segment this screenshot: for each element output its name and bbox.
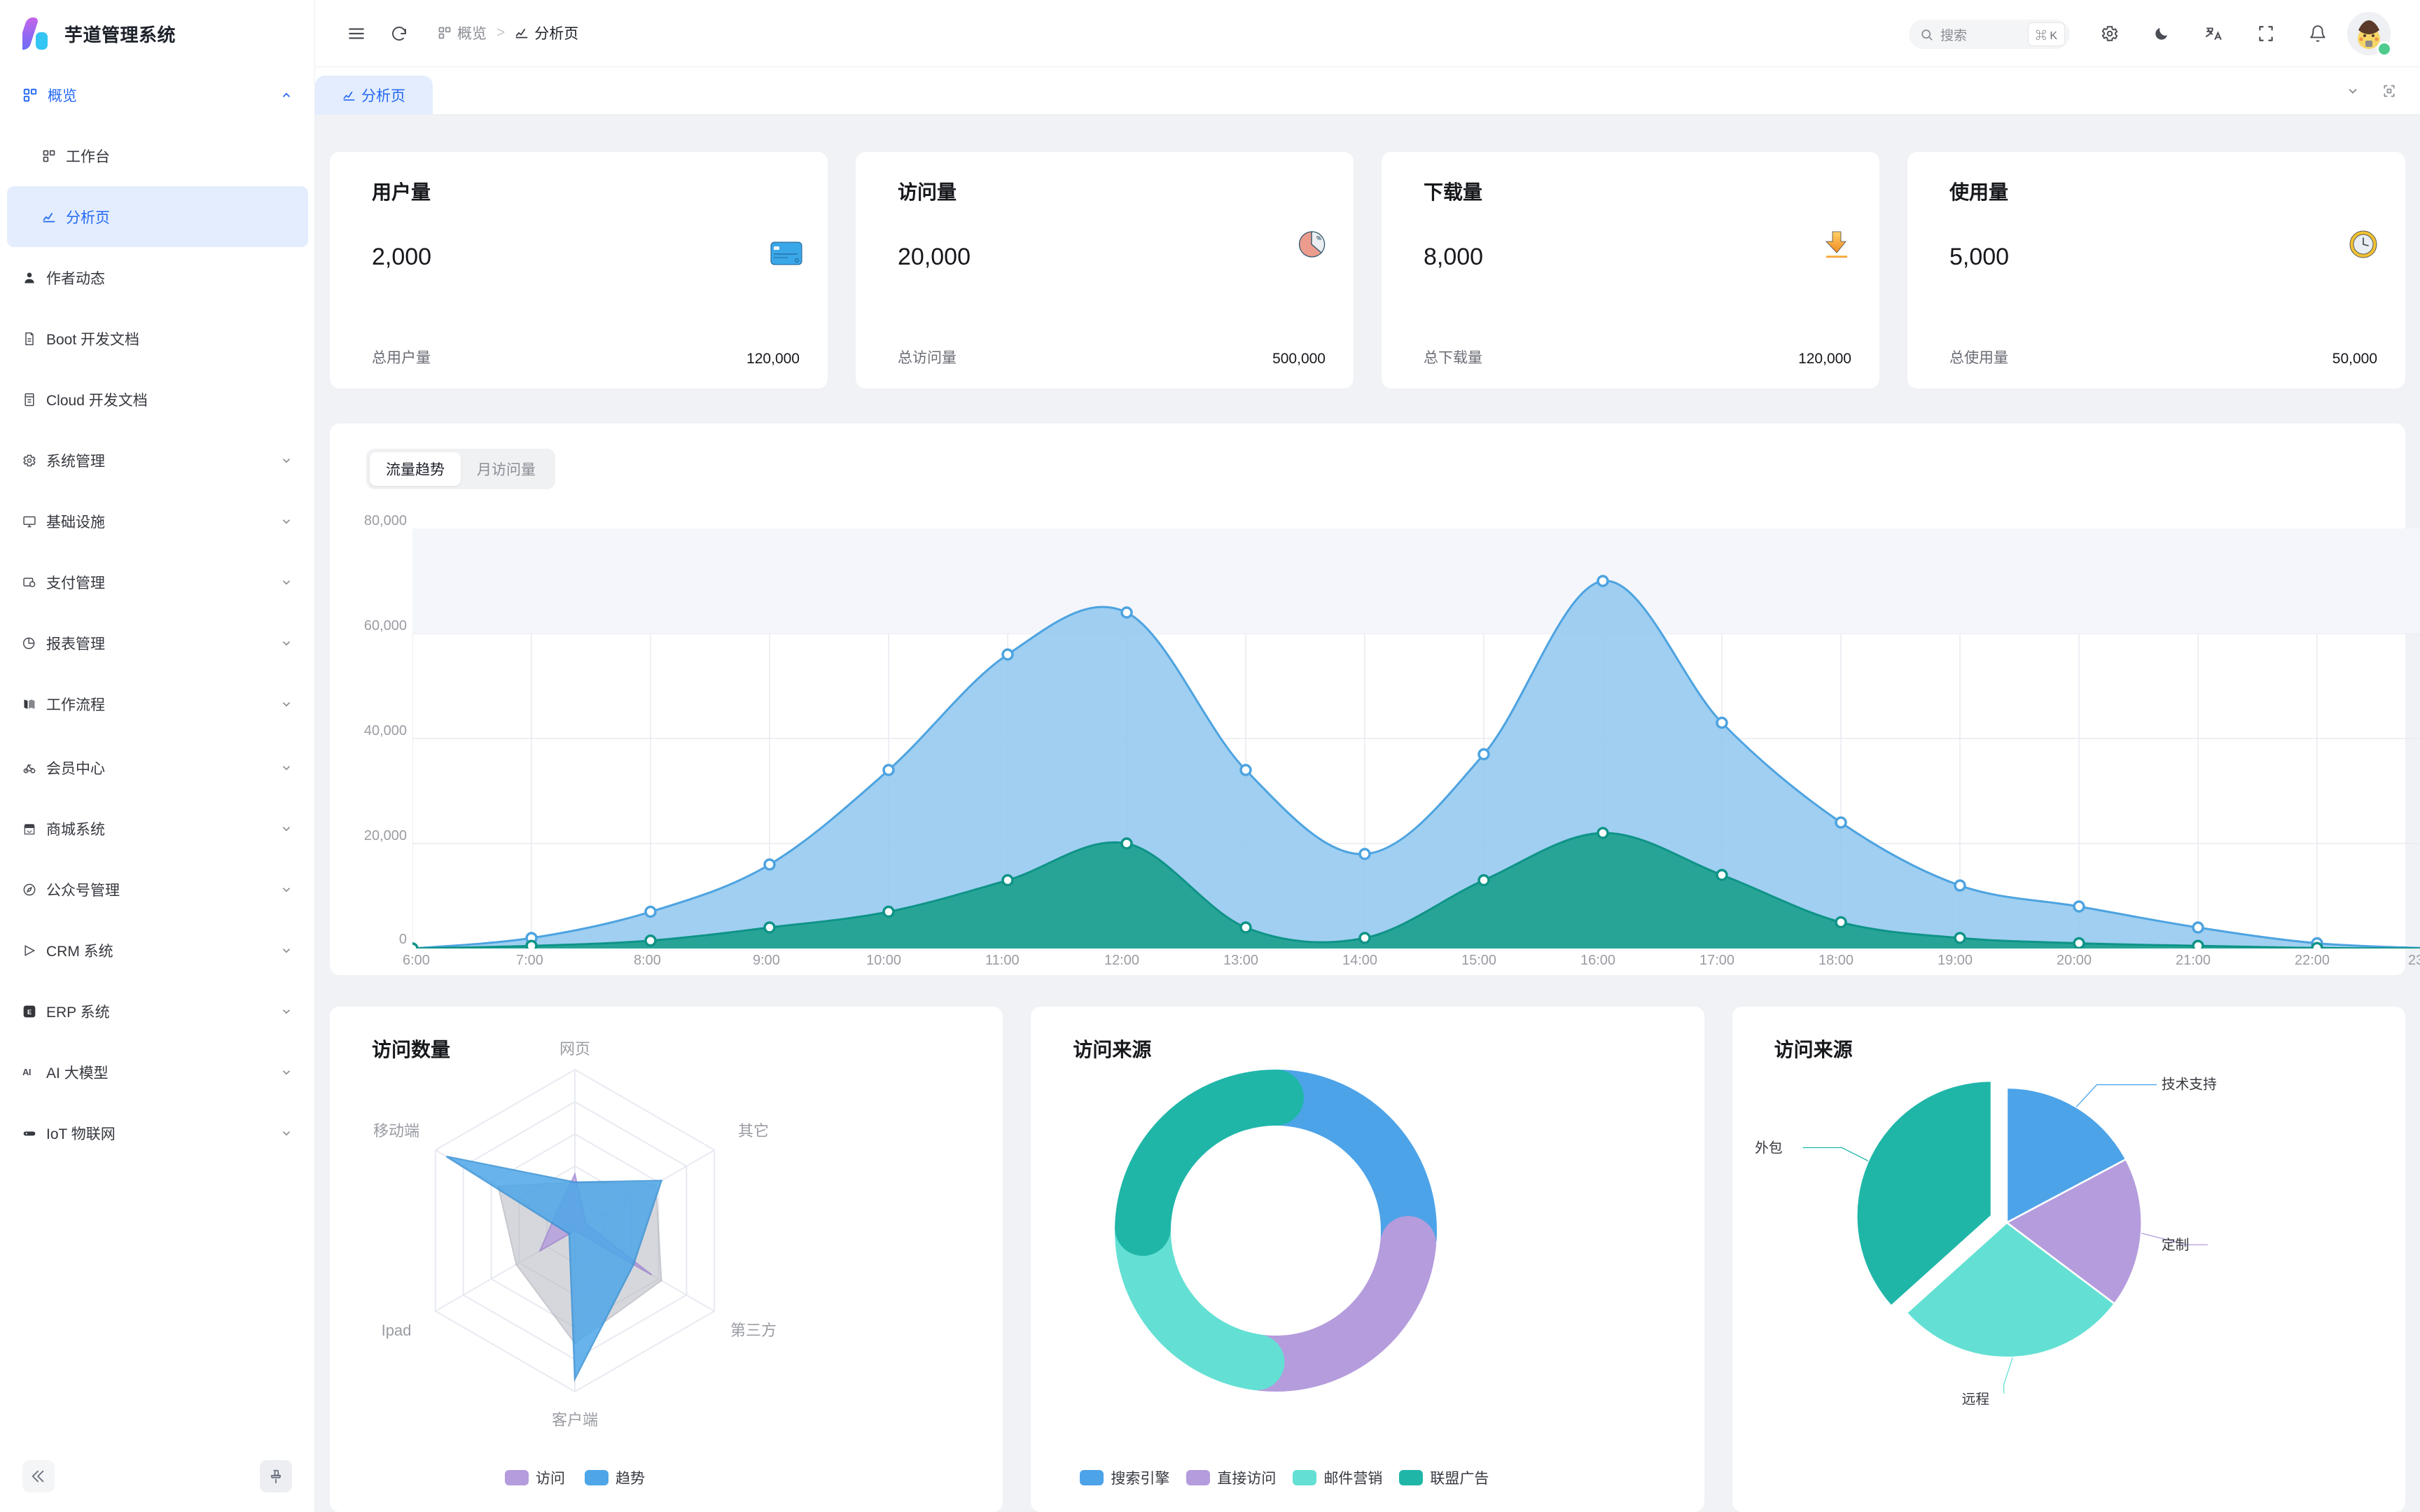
svg-text:移动端: 移动端 (373, 1122, 419, 1140)
svg-text:其它: 其它 (738, 1122, 769, 1140)
svg-text:远程: 远程 (1961, 1392, 1989, 1407)
svg-text:网页: 网页 (559, 1040, 590, 1058)
svg-text:定制: 定制 (2162, 1238, 2189, 1253)
svg-text:技术支持: 技术支持 (2162, 1077, 2217, 1093)
svg-text:客户端: 客户端 (552, 1411, 598, 1429)
svg-text:Ipad: Ipad (382, 1322, 412, 1339)
svg-text:E: E (27, 1008, 32, 1015)
svg-text:外包: 外包 (1755, 1140, 1782, 1156)
svg-text:第三方: 第三方 (730, 1322, 777, 1339)
svg-text:%: % (1316, 235, 1321, 241)
